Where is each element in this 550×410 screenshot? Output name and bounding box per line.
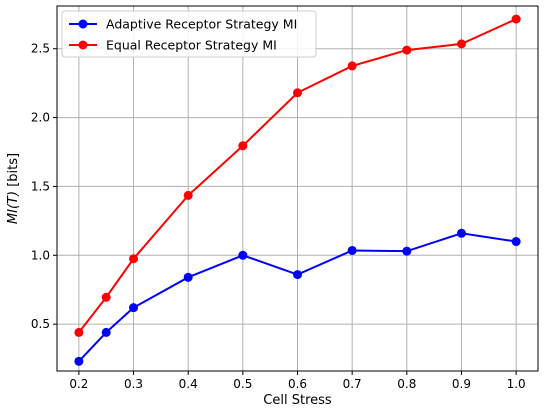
data-point-series-1 bbox=[511, 14, 521, 24]
legend-label-0: Adaptive Receptor Strategy MI bbox=[106, 17, 297, 32]
data-point-series-1 bbox=[456, 39, 466, 49]
x-tick-label: 0.8 bbox=[397, 377, 416, 391]
data-point-series-0 bbox=[129, 303, 139, 313]
data-point-series-1 bbox=[238, 141, 248, 151]
legend-label-1: Equal Receptor Strategy MI bbox=[106, 38, 277, 53]
data-point-series-0 bbox=[456, 228, 466, 238]
data-point-series-0 bbox=[101, 327, 111, 337]
data-point-series-0 bbox=[402, 246, 412, 256]
data-point-series-0 bbox=[511, 237, 521, 247]
y-axis-label: MI(T) [bits] bbox=[6, 153, 21, 224]
grid-lines bbox=[57, 6, 538, 371]
y-axis-ticks: 0.5 1.0 1.5 2.0 2.5 bbox=[31, 42, 57, 331]
data-point-series-0 bbox=[183, 272, 193, 282]
x-tick-label: 1.0 bbox=[507, 377, 526, 391]
y-axis-label-unit: [bits] bbox=[6, 153, 21, 191]
x-tick-label: 0.6 bbox=[288, 377, 307, 391]
x-axis-label: Cell Stress bbox=[263, 393, 332, 408]
x-tick-label: 0.9 bbox=[452, 377, 471, 391]
y-tick-label: 2.5 bbox=[31, 42, 50, 56]
series-lines bbox=[78, 18, 517, 363]
x-tick-label: 0.4 bbox=[179, 377, 198, 391]
x-tick-label: 0.5 bbox=[233, 377, 252, 391]
x-axis-ticks: 0.2 0.3 0.4 0.5 0.6 0.7 0.8 0.9 1.0 bbox=[69, 371, 526, 391]
y-tick-label: 2.0 bbox=[31, 111, 50, 125]
y-tick-label: 1.0 bbox=[31, 248, 50, 262]
legend-marker-1 bbox=[78, 40, 88, 50]
y-tick-label: 1.5 bbox=[31, 179, 50, 193]
data-point-series-1 bbox=[129, 254, 139, 264]
data-point-series-0 bbox=[74, 356, 84, 366]
data-point-series-1 bbox=[293, 88, 302, 98]
y-tick-label: 0.5 bbox=[31, 317, 50, 331]
x-tick-label: 0.2 bbox=[69, 377, 88, 391]
data-point-series-0 bbox=[293, 270, 302, 280]
data-point-series-1 bbox=[101, 292, 111, 302]
data-point-series-1 bbox=[183, 190, 193, 200]
legend-marker-0 bbox=[78, 19, 88, 29]
x-tick-label: 0.3 bbox=[124, 377, 143, 391]
series-points bbox=[74, 14, 521, 366]
x-tick-label: 0.7 bbox=[343, 377, 362, 391]
data-point-series-1 bbox=[402, 45, 412, 55]
data-point-series-1 bbox=[74, 327, 84, 337]
data-point-series-0 bbox=[238, 250, 248, 260]
legend-box bbox=[61, 10, 317, 58]
data-point-series-0 bbox=[347, 245, 357, 255]
data-point-series-1 bbox=[347, 61, 357, 71]
series-line-1 bbox=[78, 18, 517, 334]
y-axis-label-symbol: MI(T) bbox=[6, 191, 21, 224]
series-line-0 bbox=[78, 232, 517, 363]
legend: Adaptive Receptor Strategy MI Equal Recep… bbox=[61, 10, 317, 58]
